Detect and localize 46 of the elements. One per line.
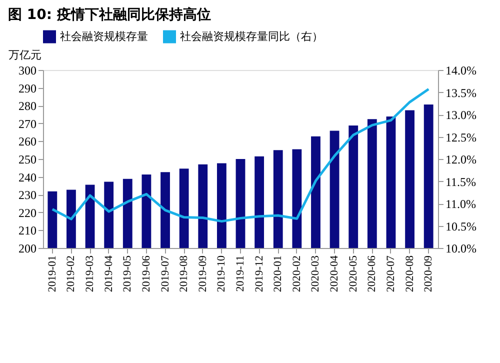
legend-label: 社会融资规模存量同比（右）: [180, 30, 323, 43]
x-tick-label: 2019-09: [196, 255, 209, 292]
y-tick-label: 220: [18, 206, 36, 220]
x-tick-label: 2019-11: [234, 256, 246, 292]
y-tick-label: 200: [18, 242, 36, 256]
x-tick-label: 2019-01: [46, 256, 58, 292]
x-tick-label: 2019-08: [178, 255, 190, 292]
y-tick-label: 260: [18, 134, 36, 149]
y-tick-label: 300: [18, 64, 36, 78]
x-tick-label: 2020-06: [366, 255, 378, 292]
y2-tick-label: 13.5%: [446, 86, 476, 100]
y-tick-label: 280: [18, 99, 36, 114]
y-tick-label: 230: [18, 188, 36, 202]
x-tick-label: 2020-03: [310, 255, 322, 292]
y-tick-label: 290: [18, 81, 36, 96]
y2-tick-label: 11.5%: [446, 174, 476, 189]
x-tick-label: 2020-09: [422, 255, 435, 292]
legend-label: 社会融资规模存量: [60, 30, 148, 43]
y-tick-label: 270: [18, 116, 36, 131]
x-tick-label: 2020-01: [272, 256, 284, 292]
x-tick-label: 2019-10: [216, 255, 228, 292]
y-tick-label: 250: [18, 152, 36, 166]
x-tick-label: 2019-05: [122, 255, 134, 292]
line-series: [51, 88, 430, 223]
x-tick-label: 2020-02: [290, 256, 303, 292]
y-tick-label: 240: [18, 170, 36, 184]
x-tick-label: 2019-06: [140, 255, 152, 292]
x-tick-label: 2019-07: [159, 255, 172, 292]
y2-tick-label: 12.0%: [446, 152, 476, 166]
y2-tick-label: 13.0%: [446, 108, 476, 122]
x-tick-label: 2020-04: [328, 255, 341, 292]
y2-tick-label: 10.5%: [446, 219, 476, 234]
x-tick-label: 2020-07: [384, 255, 397, 292]
y-tick-label: 210: [18, 224, 36, 238]
y2-tick-label: 10.0%: [446, 242, 476, 256]
y2-tick-label: 12.5%: [446, 130, 476, 144]
x-tick-label: 2019-12: [253, 256, 266, 292]
x-tick-label: 2019-04: [102, 255, 115, 292]
x-tick-label: 2019-02: [65, 256, 78, 292]
chart-title: 图 10: 疫情下社融同比保持高位: [8, 6, 211, 23]
y2-tick-label: 11.0%: [446, 197, 476, 211]
y-axis-title: 万亿元: [8, 48, 42, 62]
x-tick-label: 2020-05: [347, 255, 360, 292]
x-tick-label: 2020-08: [404, 255, 416, 292]
x-tick-label: 2019-03: [84, 255, 96, 292]
y2-tick-label: 14.0%: [446, 64, 476, 78]
